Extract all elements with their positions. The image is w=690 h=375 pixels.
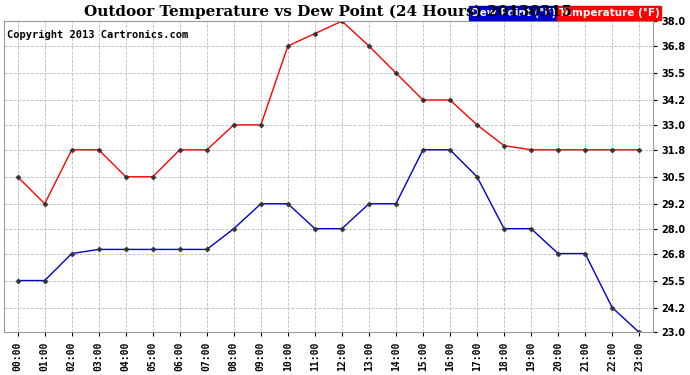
Text: Temperature (°F): Temperature (°F)	[559, 8, 660, 18]
Text: Dew Point (°F): Dew Point (°F)	[471, 8, 556, 18]
Text: Copyright 2013 Cartronics.com: Copyright 2013 Cartronics.com	[8, 30, 188, 40]
Title: Outdoor Temperature vs Dew Point (24 Hours) 20130315: Outdoor Temperature vs Dew Point (24 Hou…	[84, 4, 573, 18]
